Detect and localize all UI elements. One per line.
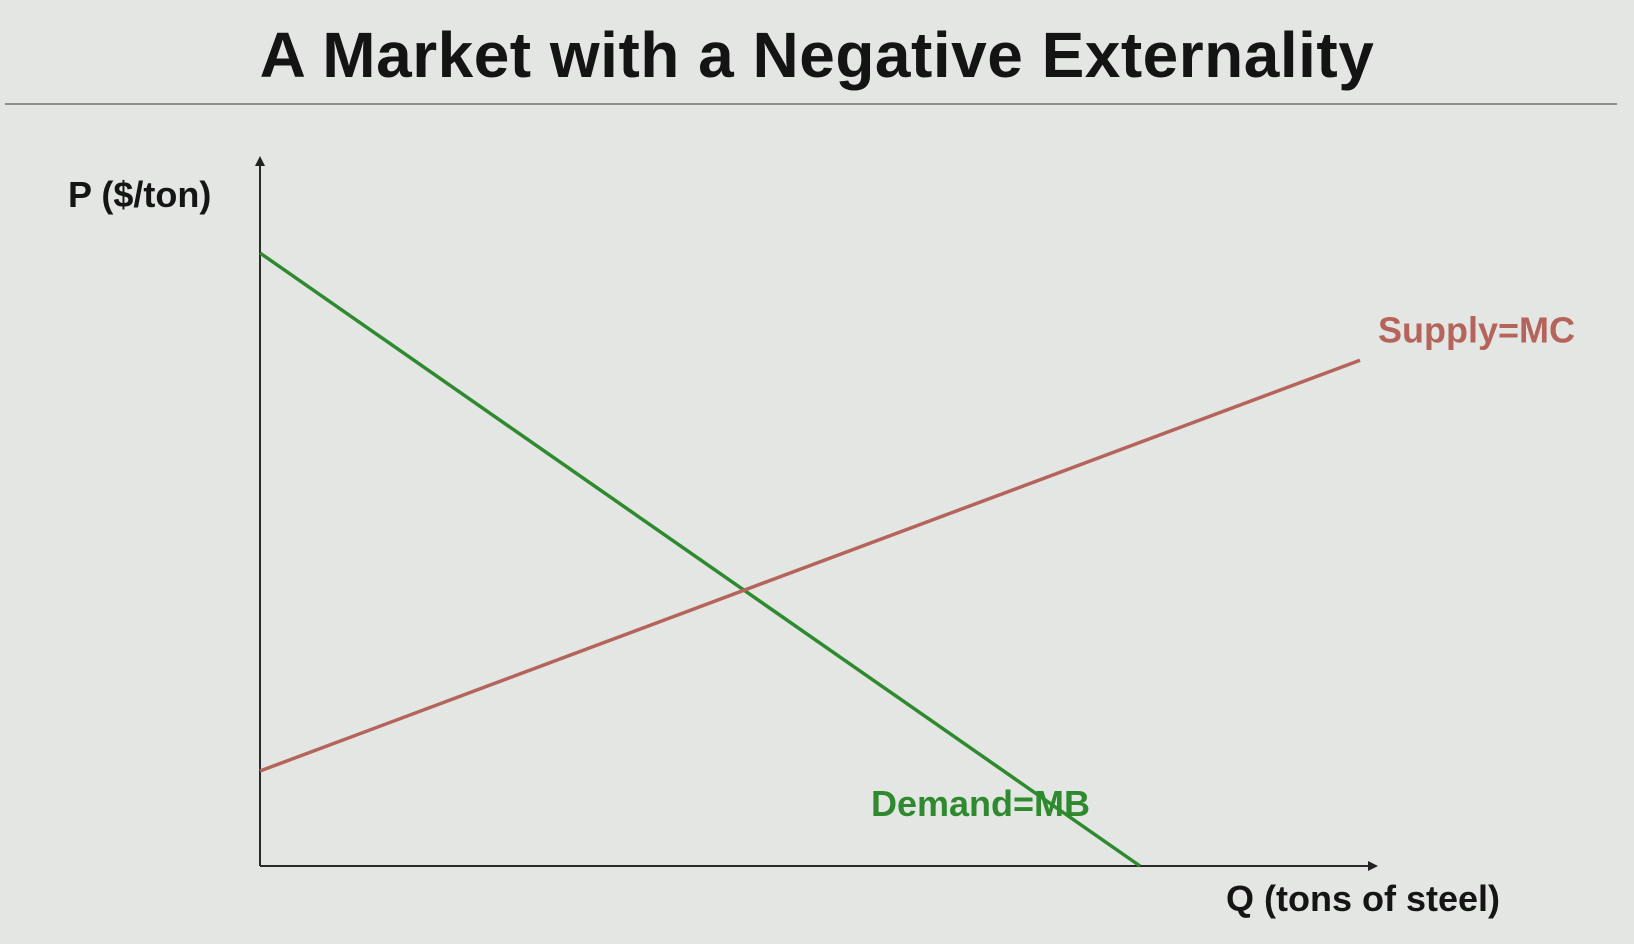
title-divider	[5, 103, 1617, 105]
series-layer	[258, 251, 1361, 868]
x-axis-label: Q (tons of steel)	[1226, 878, 1500, 919]
supply-curve	[259, 358, 1361, 773]
y-axis-label: P ($/ton)	[68, 174, 211, 215]
supply-label: Supply=MC	[1378, 309, 1575, 350]
demand-label: Demand=MB	[871, 783, 1090, 824]
series-labels: Demand=MB Supply=MC	[871, 309, 1575, 824]
slide-title: A Market with a Negative Externality	[259, 19, 1375, 91]
demand-curve	[258, 251, 1142, 868]
